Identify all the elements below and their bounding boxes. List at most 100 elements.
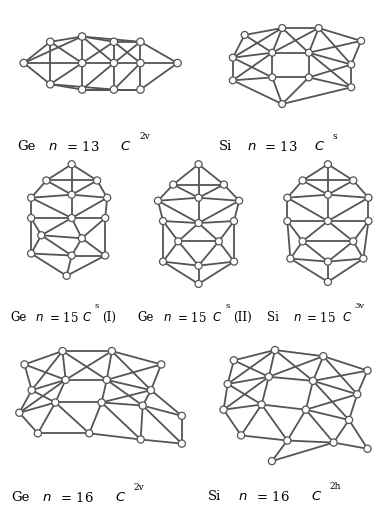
Circle shape <box>103 194 111 201</box>
Circle shape <box>195 280 202 287</box>
Circle shape <box>238 432 245 439</box>
Circle shape <box>78 235 85 242</box>
Text: $n$: $n$ <box>247 140 256 153</box>
Circle shape <box>364 445 371 452</box>
Circle shape <box>27 194 35 201</box>
Text: 3v: 3v <box>354 302 365 310</box>
Circle shape <box>305 74 312 81</box>
Text: $C$: $C$ <box>342 311 352 324</box>
Circle shape <box>215 238 222 245</box>
Circle shape <box>279 100 286 107</box>
Circle shape <box>20 59 27 67</box>
Circle shape <box>279 24 286 31</box>
Circle shape <box>160 258 167 265</box>
Circle shape <box>102 214 109 222</box>
Circle shape <box>86 430 93 437</box>
Circle shape <box>265 373 272 380</box>
Circle shape <box>21 361 28 368</box>
Circle shape <box>324 191 332 198</box>
Text: $=$ 15: $=$ 15 <box>47 311 78 325</box>
Circle shape <box>47 38 54 46</box>
Circle shape <box>52 399 59 406</box>
Circle shape <box>358 38 365 44</box>
Text: Ge: Ge <box>138 311 154 324</box>
Circle shape <box>78 59 86 67</box>
Circle shape <box>350 177 357 184</box>
Circle shape <box>241 31 248 39</box>
Circle shape <box>68 191 75 198</box>
Text: Si: Si <box>267 311 279 324</box>
Circle shape <box>147 386 154 394</box>
Circle shape <box>284 194 291 201</box>
Text: $=$ 16: $=$ 16 <box>58 491 94 505</box>
Circle shape <box>229 77 236 84</box>
Circle shape <box>62 376 69 383</box>
Circle shape <box>220 181 227 188</box>
Circle shape <box>195 220 202 227</box>
Circle shape <box>324 161 332 168</box>
Text: Ge: Ge <box>11 311 27 324</box>
Circle shape <box>110 38 118 46</box>
Circle shape <box>350 238 357 245</box>
Text: $n$: $n$ <box>47 140 57 153</box>
Text: s: s <box>225 302 229 310</box>
Circle shape <box>178 412 185 419</box>
Circle shape <box>309 377 317 384</box>
Text: s: s <box>94 302 99 310</box>
Circle shape <box>68 252 75 259</box>
Text: s: s <box>332 132 337 141</box>
Circle shape <box>302 406 309 413</box>
Circle shape <box>364 367 371 374</box>
Circle shape <box>195 262 202 269</box>
Text: $=$ 13: $=$ 13 <box>64 140 99 154</box>
Circle shape <box>178 440 185 447</box>
Circle shape <box>365 218 372 225</box>
Circle shape <box>110 86 118 93</box>
Circle shape <box>158 361 165 368</box>
Circle shape <box>305 49 312 56</box>
Circle shape <box>229 54 236 61</box>
Circle shape <box>354 391 361 398</box>
Circle shape <box>348 84 355 91</box>
Circle shape <box>68 161 75 168</box>
Circle shape <box>137 436 144 443</box>
Circle shape <box>230 357 238 364</box>
Circle shape <box>284 218 291 225</box>
Circle shape <box>27 214 35 222</box>
Text: 2v: 2v <box>134 483 145 492</box>
Circle shape <box>174 59 181 67</box>
Circle shape <box>68 214 75 222</box>
Circle shape <box>110 59 118 67</box>
Text: $C$: $C$ <box>120 140 131 153</box>
Text: $C$: $C$ <box>82 311 93 324</box>
Text: $n$: $n$ <box>42 491 51 504</box>
Circle shape <box>195 194 202 201</box>
Text: $C$: $C$ <box>212 311 223 324</box>
Text: (II): (II) <box>233 311 252 324</box>
Circle shape <box>299 177 306 184</box>
Text: Si: Si <box>207 490 221 503</box>
Circle shape <box>299 238 306 245</box>
Text: 2v: 2v <box>140 132 150 141</box>
Circle shape <box>103 376 110 383</box>
Circle shape <box>154 197 162 204</box>
Circle shape <box>348 61 355 68</box>
Circle shape <box>59 347 66 355</box>
Circle shape <box>78 33 86 40</box>
Circle shape <box>315 24 322 31</box>
Text: $=$ 15: $=$ 15 <box>304 311 336 325</box>
Circle shape <box>108 347 116 355</box>
Circle shape <box>365 194 372 201</box>
Circle shape <box>170 181 177 188</box>
Circle shape <box>324 218 332 225</box>
Circle shape <box>324 258 332 265</box>
Circle shape <box>175 238 182 245</box>
Circle shape <box>268 457 276 465</box>
Circle shape <box>43 177 50 184</box>
Circle shape <box>269 74 276 81</box>
Circle shape <box>224 380 231 387</box>
Circle shape <box>47 81 54 88</box>
Circle shape <box>360 255 367 262</box>
Circle shape <box>230 258 238 265</box>
Circle shape <box>160 218 167 225</box>
